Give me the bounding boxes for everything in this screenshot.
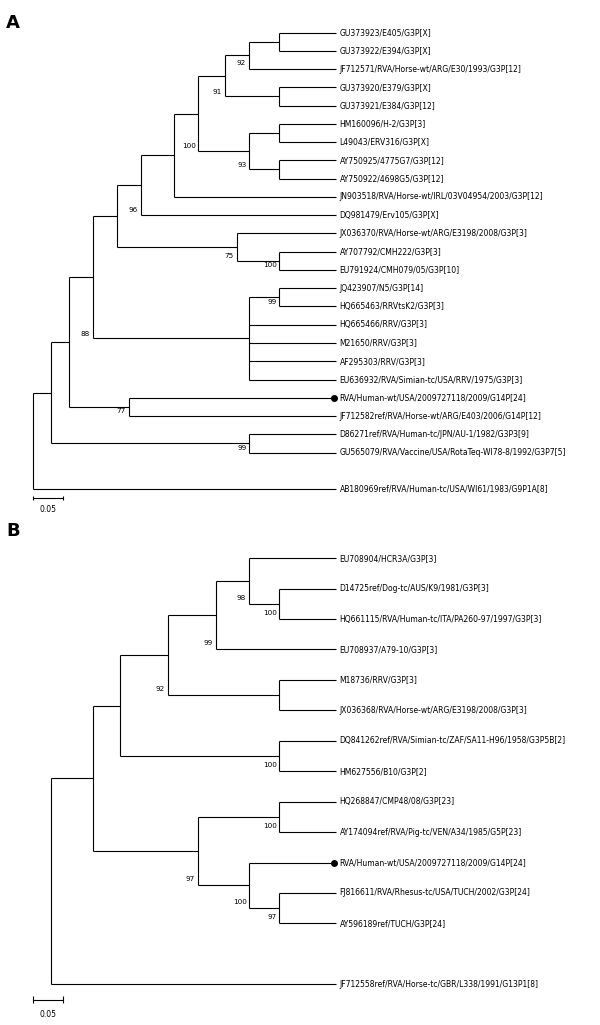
Text: DQ981479/Erv105/G3P[X]: DQ981479/Erv105/G3P[X]: [340, 211, 439, 219]
Text: M18736/RRV/G3P[3]: M18736/RRV/G3P[3]: [340, 675, 418, 685]
Text: GU373922/E394/G3P[X]: GU373922/E394/G3P[X]: [340, 46, 431, 55]
Text: GU373923/E405/G3P[X]: GU373923/E405/G3P[X]: [340, 28, 431, 37]
Text: 100: 100: [263, 763, 277, 768]
Text: 92: 92: [156, 686, 165, 692]
Text: 93: 93: [238, 162, 247, 168]
Text: 100: 100: [233, 899, 247, 905]
Text: JF712582ref/RVA/Horse-wt/ARG/E403/2006/G14P[12]: JF712582ref/RVA/Horse-wt/ARG/E403/2006/G…: [340, 412, 541, 420]
Text: 97: 97: [186, 876, 195, 883]
Text: 100: 100: [263, 610, 277, 616]
Text: HQ665463/RRVtsK2/G3P[3]: HQ665463/RRVtsK2/G3P[3]: [340, 302, 445, 311]
Text: 0.05: 0.05: [40, 1011, 56, 1019]
Text: HQ268847/CMP48/08/G3P[23]: HQ268847/CMP48/08/G3P[23]: [340, 797, 455, 807]
Text: 99: 99: [204, 641, 213, 647]
Text: 77: 77: [117, 408, 126, 414]
Text: 100: 100: [263, 823, 277, 829]
Text: 99: 99: [238, 445, 247, 451]
Text: JN903518/RVA/Horse-wt/IRL/03V04954/2003/G3P[12]: JN903518/RVA/Horse-wt/IRL/03V04954/2003/…: [340, 193, 543, 201]
Text: JX036368/RVA/Horse-wt/ARG/E3198/2008/G3P[3]: JX036368/RVA/Horse-wt/ARG/E3198/2008/G3P…: [340, 706, 527, 714]
Text: GU373920/E379/G3P[X]: GU373920/E379/G3P[X]: [340, 83, 431, 92]
Text: 100: 100: [182, 144, 196, 150]
Text: HM160096/H-2/G3P[3]: HM160096/H-2/G3P[3]: [340, 119, 426, 128]
Text: RVA/Human-wt/USA/2009727118/2009/G14P[24]: RVA/Human-wt/USA/2009727118/2009/G14P[24…: [340, 858, 526, 867]
Text: 88: 88: [81, 331, 90, 336]
Text: JQ423907/N5/G3P[14]: JQ423907/N5/G3P[14]: [340, 284, 424, 293]
Text: 97: 97: [268, 914, 277, 920]
Text: AB180969ref/RVA/Human-tc/USA/WI61/1983/G9P1A[8]: AB180969ref/RVA/Human-tc/USA/WI61/1983/G…: [340, 485, 548, 494]
Text: D14725ref/Dog-tc/AUS/K9/1981/G3P[3]: D14725ref/Dog-tc/AUS/K9/1981/G3P[3]: [340, 584, 490, 593]
Text: JF712571/RVA/Horse-wt/ARG/E30/1993/G3P[12]: JF712571/RVA/Horse-wt/ARG/E30/1993/G3P[1…: [340, 65, 521, 74]
Text: AY596189ref/TUCH/G3P[24]: AY596189ref/TUCH/G3P[24]: [340, 919, 446, 928]
Text: EU708904/HCR3A/G3P[3]: EU708904/HCR3A/G3P[3]: [340, 554, 437, 563]
Text: 91: 91: [213, 88, 222, 94]
Text: JX036370/RVA/Horse-wt/ARG/E3198/2008/G3P[3]: JX036370/RVA/Horse-wt/ARG/E3198/2008/G3P…: [340, 229, 527, 238]
Text: EU791924/CMH079/05/G3P[10]: EU791924/CMH079/05/G3P[10]: [340, 265, 460, 275]
Text: 75: 75: [225, 253, 234, 259]
Text: JF712558ref/RVA/Horse-tc/GBR/L338/1991/G13P1[8]: JF712558ref/RVA/Horse-tc/GBR/L338/1991/G…: [340, 980, 539, 989]
Text: B: B: [6, 522, 20, 539]
Text: 98: 98: [237, 594, 246, 601]
Text: M21650/RRV/G3P[3]: M21650/RRV/G3P[3]: [340, 338, 418, 347]
Text: AY750925/4775G7/G3P[12]: AY750925/4775G7/G3P[12]: [340, 156, 445, 165]
Text: GU565079/RVA/Vaccine/USA/RotaTeq-WI78-8/1992/G3P7[5]: GU565079/RVA/Vaccine/USA/RotaTeq-WI78-8/…: [340, 448, 566, 457]
Text: RVA/Human-wt/USA/2009727118/2009/G14P[24]: RVA/Human-wt/USA/2009727118/2009/G14P[24…: [340, 394, 526, 402]
Text: 96: 96: [129, 207, 138, 213]
Text: EU708937/A79-10/G3P[3]: EU708937/A79-10/G3P[3]: [340, 645, 438, 654]
Text: AF295303/RRV/G3P[3]: AF295303/RRV/G3P[3]: [340, 357, 425, 366]
Text: AY750922/4698G5/G3P[12]: AY750922/4698G5/G3P[12]: [340, 174, 444, 183]
Text: 99: 99: [268, 298, 277, 304]
Text: HQ661115/RVA/Human-tc/ITA/PA260-97/1997/G3P[3]: HQ661115/RVA/Human-tc/ITA/PA260-97/1997/…: [340, 615, 542, 623]
Text: AY174094ref/RVA/Pig-tc/VEN/A34/1985/G5P[23]: AY174094ref/RVA/Pig-tc/VEN/A34/1985/G5P[…: [340, 827, 522, 836]
Text: EU636932/RVA/Simian-tc/USA/RRV/1975/G3P[3]: EU636932/RVA/Simian-tc/USA/RRV/1975/G3P[…: [340, 375, 523, 384]
Text: 0.05: 0.05: [40, 504, 56, 514]
Text: HM627556/B10/G3P[2]: HM627556/B10/G3P[2]: [340, 767, 427, 776]
Text: A: A: [6, 14, 20, 32]
Text: D86271ref/RVA/Human-tc/JPN/AU-1/1982/G3P3[9]: D86271ref/RVA/Human-tc/JPN/AU-1/1982/G3P…: [340, 429, 529, 439]
Text: DQ841262ref/RVA/Simian-tc/ZAF/SA11-H96/1958/G3P5B[2]: DQ841262ref/RVA/Simian-tc/ZAF/SA11-H96/1…: [340, 736, 566, 745]
Text: GU373921/E384/G3P[12]: GU373921/E384/G3P[12]: [340, 101, 436, 110]
Text: AY707792/CMH222/G3P[3]: AY707792/CMH222/G3P[3]: [340, 247, 442, 256]
Text: L49043/ERV316/G3P[X]: L49043/ERV316/G3P[X]: [340, 137, 430, 147]
Text: 100: 100: [263, 262, 277, 269]
Text: FJ816611/RVA/Rhesus-tc/USA/TUCH/2002/G3P[24]: FJ816611/RVA/Rhesus-tc/USA/TUCH/2002/G3P…: [340, 889, 530, 898]
Text: HQ665466/RRV/G3P[3]: HQ665466/RRV/G3P[3]: [340, 320, 428, 329]
Text: 92: 92: [237, 60, 246, 67]
